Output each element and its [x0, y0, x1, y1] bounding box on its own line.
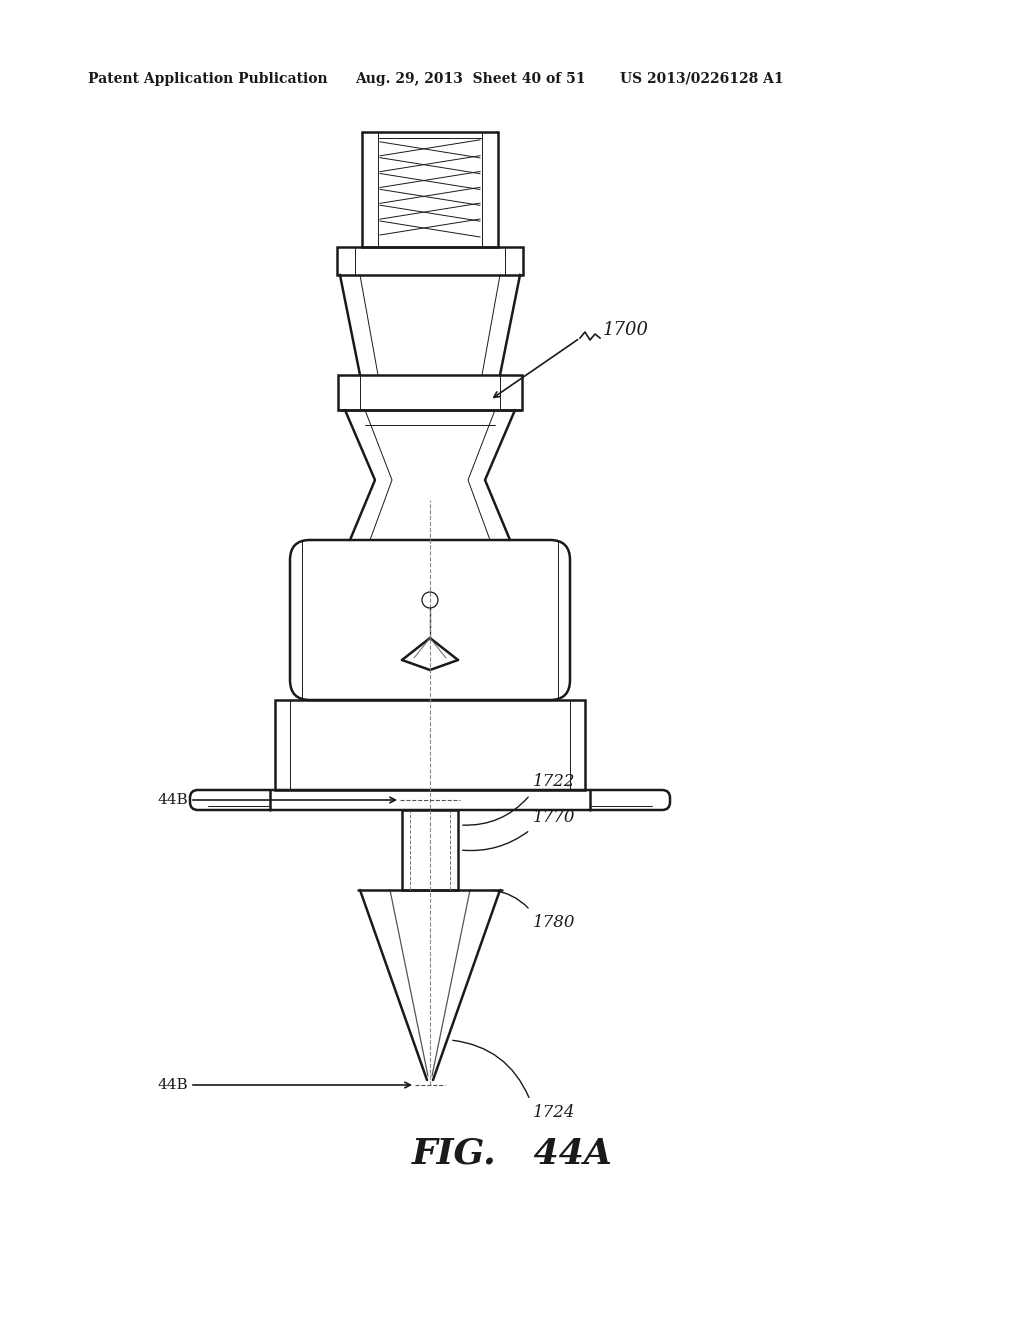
Bar — [275, 700, 585, 789]
Text: Aug. 29, 2013  Sheet 40 of 51: Aug. 29, 2013 Sheet 40 of 51 — [355, 73, 586, 86]
Text: 1700: 1700 — [603, 321, 649, 339]
Text: 44B: 44B — [158, 1078, 188, 1092]
Bar — [402, 810, 458, 890]
Text: US 2013/0226128 A1: US 2013/0226128 A1 — [620, 73, 783, 86]
Text: 1780: 1780 — [534, 913, 575, 931]
Text: Patent Application Publication: Patent Application Publication — [88, 73, 328, 86]
Text: 44B: 44B — [158, 793, 188, 807]
Text: 1770: 1770 — [534, 809, 575, 826]
Text: 1722: 1722 — [534, 774, 575, 789]
Bar — [337, 247, 523, 275]
Bar — [338, 375, 522, 411]
Text: 1724: 1724 — [534, 1104, 575, 1121]
Text: FIG.   44A: FIG. 44A — [412, 1137, 612, 1170]
